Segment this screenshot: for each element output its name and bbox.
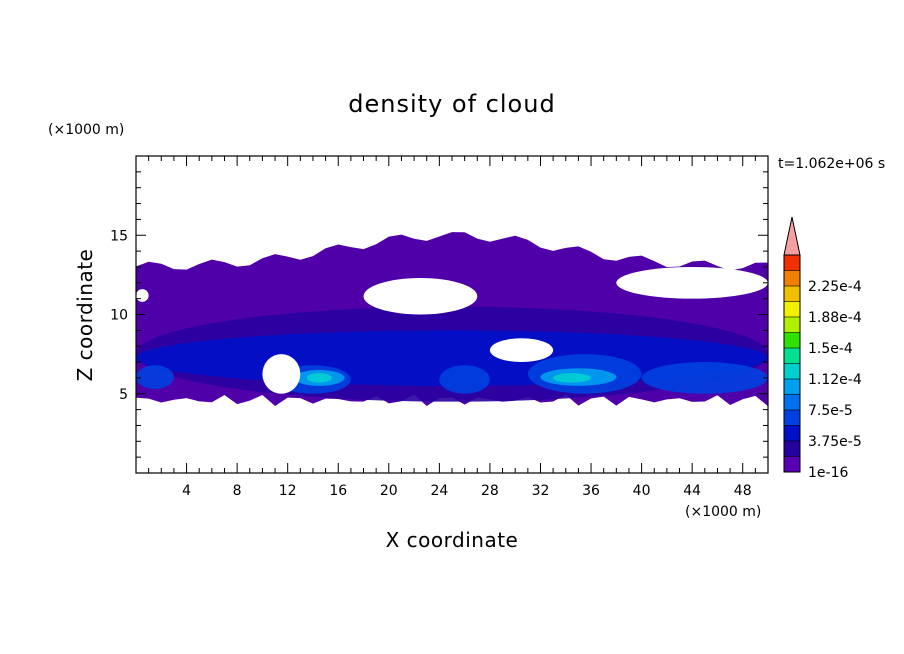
x-tick-label: 20 [380,483,398,499]
colorbar-swatch [784,348,800,364]
x-tick-label: 32 [532,483,550,499]
y-tick-label: 5 [119,387,128,403]
colorbar-swatch [784,301,800,317]
clear-gap-2 [489,338,554,363]
colorbar-label: 7.5e-5 [808,403,853,419]
colorbar-swatch [784,410,800,426]
colorbar-swatch [784,425,800,441]
y-tick-label: 15 [110,228,128,244]
x-tick-label: 28 [481,483,499,499]
x-tick-label: 12 [279,483,297,499]
colorbar-label: 1.5e-4 [808,341,853,357]
clear-gap-3 [616,266,768,299]
colorbar: 1e-16 3.75e-5 7.5e-5 1.12e-4 1.5e-4 1.88e-4 2.… [783,216,862,481]
colorbar-swatch [784,270,800,286]
density-region-2 [136,365,174,389]
density-region-5 [306,373,332,383]
time-label: t=1.062e+06 s [778,156,885,172]
density-region-10 [641,362,768,394]
density-region-9 [553,373,592,383]
colorbar-swatch [784,379,800,395]
colorbar-swatch [784,456,800,472]
colorbar-label: 3.75e-5 [808,434,862,450]
colorbar-label: 1.88e-4 [808,310,862,326]
y-tick-label: 10 [110,308,128,324]
colorbar-swatch [784,286,800,302]
clear-gap-1 [262,354,301,394]
colorbar-label: 1e-16 [808,465,848,481]
clear-gap-4 [136,289,149,302]
x-tick-label: 24 [430,483,448,499]
colorbar-extend-arrow [783,216,801,256]
x-tick-label: 40 [633,483,651,499]
clear-gap-0 [363,278,478,315]
x-axis: 4 8 12 16 20 24 28 32 36 40 44 48 [148,156,756,499]
colorbar-swatch [784,394,800,410]
colorbar-swatch [784,363,800,379]
y-unit-label: (×1000 m) [48,122,124,138]
density-field [136,232,768,407]
x-tick-label: 44 [683,483,701,499]
colorbar-swatch [784,317,800,333]
colorbar-swatch [784,255,800,271]
colorbar-swatch [784,441,800,457]
chart-title: density of cloud [348,90,555,118]
colorbar-label: 1.12e-4 [808,372,862,388]
y-axis: 5 10 15 [110,171,768,458]
colorbar-swatch [784,332,800,348]
x-tick-label: 8 [233,483,242,499]
x-tick-label: 48 [734,483,752,499]
x-unit-label: (×1000 m) [685,504,761,520]
colorbar-label: 2.25e-4 [808,279,862,295]
x-tick-label: 16 [329,483,347,499]
x-tick-label: 36 [582,483,600,499]
x-tick-label: 4 [182,483,191,499]
y-axis-title: Z coordinate [73,249,97,382]
density-region-6 [439,365,490,394]
x-axis-title: X coordinate [386,528,519,552]
